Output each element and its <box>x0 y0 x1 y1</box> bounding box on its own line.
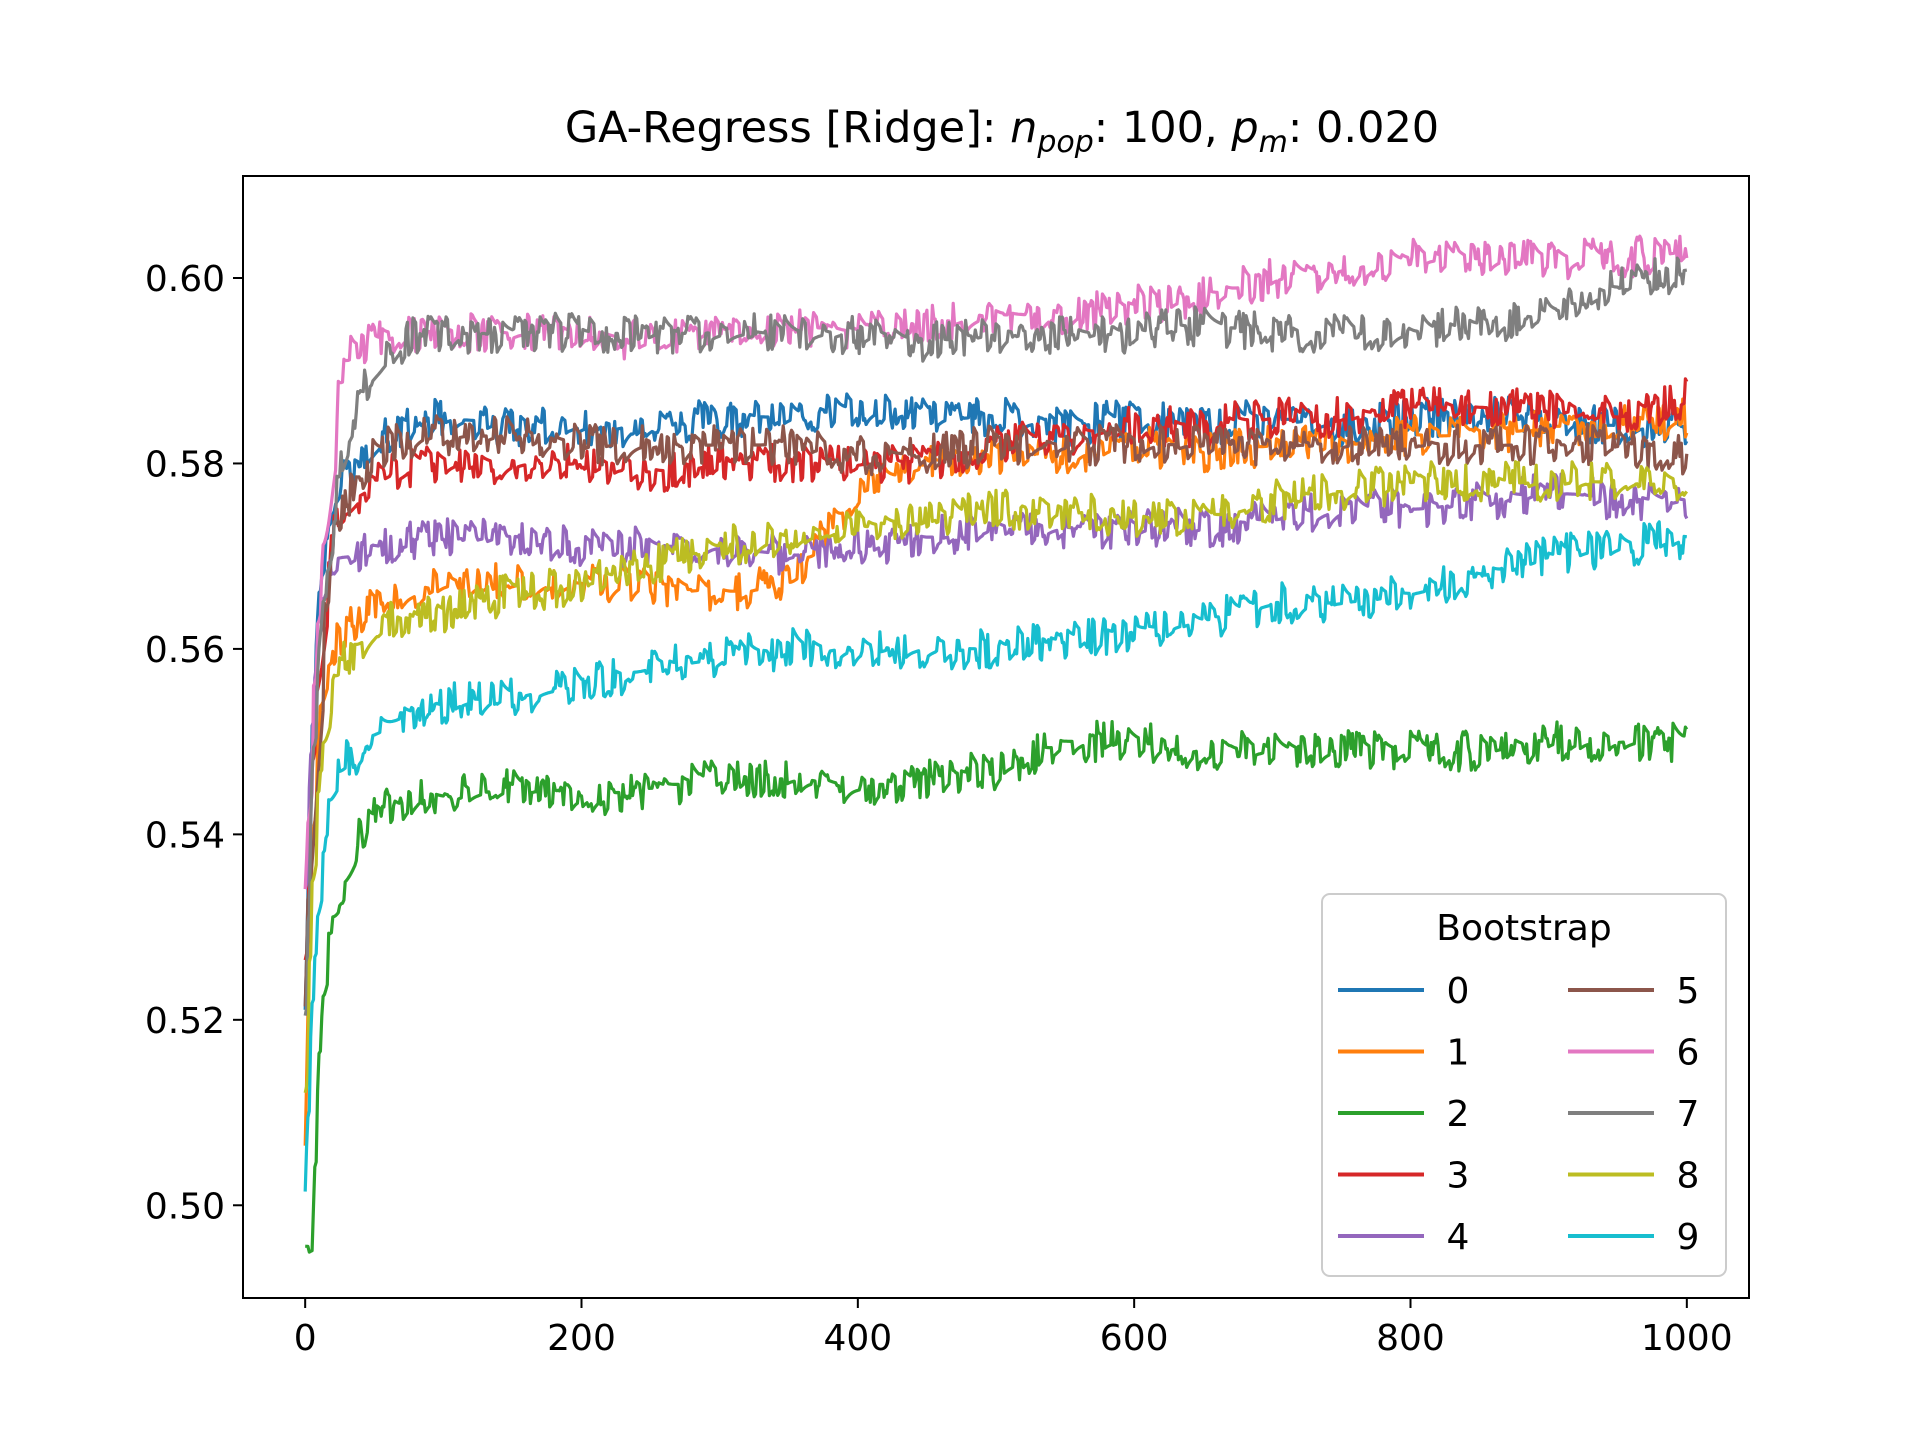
series-line-7 <box>303 256 1688 1016</box>
legend-title: Bootstrap <box>1436 908 1611 949</box>
legend-label-4: 4 <box>1447 1217 1470 1258</box>
y-tick-label: 0.58 <box>145 444 225 485</box>
title-sub-pop: pop <box>1036 125 1093 160</box>
legend: Bootstrap 0 1 2 3 4 5 6 7 8 9 <box>1321 893 1727 1277</box>
title-var-n: n <box>1010 103 1037 153</box>
legend-box <box>1321 893 1727 1277</box>
title-var-p: p <box>1230 103 1258 153</box>
title-mid: : 100, <box>1094 103 1232 153</box>
y-tick-label: 0.52 <box>145 1001 225 1042</box>
y-tick-label: 0.50 <box>145 1186 225 1227</box>
x-axis: 0 200 400 600 800 1000 <box>294 1298 1733 1359</box>
legend-entries: 0 1 2 3 4 5 6 7 8 9 <box>1338 971 1699 1258</box>
legend-label-3: 3 <box>1447 1156 1470 1197</box>
y-tick-label: 0.56 <box>145 630 225 671</box>
title-prefix: GA-Regress [Ridge]: <box>565 103 1010 153</box>
legend-label-1: 1 <box>1447 1033 1470 1074</box>
series-group <box>303 234 1689 1254</box>
title-sub-m: m <box>1259 125 1288 160</box>
legend-label-9: 9 <box>1677 1217 1700 1258</box>
y-axis: 0.50 0.52 0.54 0.56 0.58 0.60 <box>145 259 243 1227</box>
x-tick-label: 400 <box>823 1318 892 1359</box>
chart-title: GA-Regress [Ridge]: npop: 100, pm: 0.020 <box>565 103 1439 160</box>
y-tick-label: 0.54 <box>145 815 225 856</box>
legend-label-5: 5 <box>1677 971 1700 1012</box>
x-tick-label: 0 <box>294 1318 317 1359</box>
plot-frame <box>242 175 1750 1299</box>
x-tick-label: 800 <box>1376 1318 1445 1359</box>
x-tick-label: 600 <box>1100 1318 1169 1359</box>
series-line-9 <box>303 520 1688 1192</box>
series-line-8 <box>303 460 1689 1094</box>
x-tick-label: 1000 <box>1641 1318 1733 1359</box>
series-line-2 <box>305 719 1689 1254</box>
title-suffix: : 0.020 <box>1288 103 1439 153</box>
legend-label-8: 8 <box>1677 1156 1700 1197</box>
legend-label-0: 0 <box>1447 971 1470 1012</box>
legend-label-2: 2 <box>1447 1094 1470 1135</box>
legend-label-7: 7 <box>1677 1094 1700 1135</box>
legend-label-6: 6 <box>1677 1033 1700 1074</box>
x-tick-label: 200 <box>547 1318 616 1359</box>
y-tick-label: 0.60 <box>145 259 225 300</box>
series-line-5 <box>303 414 1689 1007</box>
